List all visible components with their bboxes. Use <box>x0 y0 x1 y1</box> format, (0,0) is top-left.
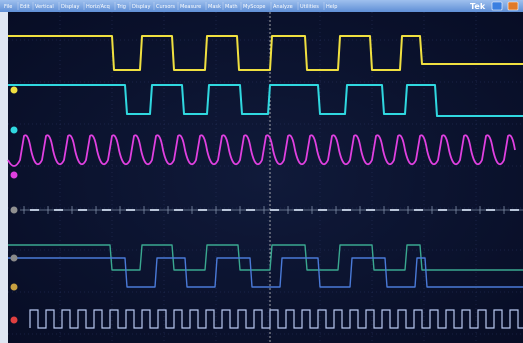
channel-marker[interactable] <box>11 87 18 94</box>
bus-segment <box>438 209 447 211</box>
bus-segment <box>414 209 423 211</box>
bus-segment <box>366 209 375 211</box>
bus-segment <box>294 209 303 211</box>
menu-item[interactable]: Mask <box>208 4 221 10</box>
channel-marker[interactable] <box>11 207 18 214</box>
bus-segment <box>54 209 63 211</box>
channel-marker[interactable] <box>11 172 18 179</box>
menu-item[interactable]: Horiz/Acq <box>86 4 110 10</box>
menu-item[interactable]: Vertical <box>35 4 54 10</box>
menu-item[interactable]: Utilities <box>300 4 319 10</box>
bus-segment <box>462 209 471 211</box>
menu-item[interactable]: MyScope <box>243 4 266 10</box>
close-button[interactable] <box>508 2 518 10</box>
bus-segment <box>126 209 135 211</box>
display-area <box>8 12 523 343</box>
menu-item[interactable]: Measure <box>180 4 201 10</box>
bus-segment <box>222 209 231 211</box>
menu-item[interactable]: Display <box>61 4 79 10</box>
scope: Tek File Edit Vertical Display Horiz/Acq Trig… <box>0 0 523 343</box>
bus-segment <box>30 209 39 211</box>
channel-marker[interactable] <box>11 317 18 324</box>
bus-segment <box>486 209 495 211</box>
bus-segment <box>78 209 87 211</box>
menu-item[interactable]: File <box>4 4 12 10</box>
bus-segment <box>102 209 111 211</box>
bus-segment <box>174 209 183 211</box>
bus-segment <box>246 209 255 211</box>
bus-segment <box>150 209 159 211</box>
bus-segment <box>270 209 279 211</box>
bus-segment <box>318 209 327 211</box>
menu-item[interactable]: Trig <box>116 4 126 10</box>
channel-marker[interactable] <box>11 255 18 262</box>
channel-marker[interactable] <box>11 284 18 291</box>
menu-item[interactable]: Analyze <box>273 4 293 10</box>
scope-screen: Tek File Edit Vertical Display Horiz/Acq Trig… <box>0 0 523 343</box>
channel-marker[interactable] <box>11 127 18 134</box>
menu-item[interactable]: Cursors <box>156 4 175 10</box>
menu-item[interactable]: Math <box>225 4 238 10</box>
menu-item[interactable]: Display <box>132 4 150 10</box>
menu-item[interactable]: Help <box>326 4 337 10</box>
bus-segment <box>198 209 207 211</box>
bus-segment <box>390 209 399 211</box>
bus-segment <box>342 209 351 211</box>
brand: Tek <box>470 2 486 11</box>
menu-item[interactable]: Edit <box>20 4 30 10</box>
window-button[interactable] <box>492 2 502 10</box>
bus-segment <box>510 209 519 211</box>
